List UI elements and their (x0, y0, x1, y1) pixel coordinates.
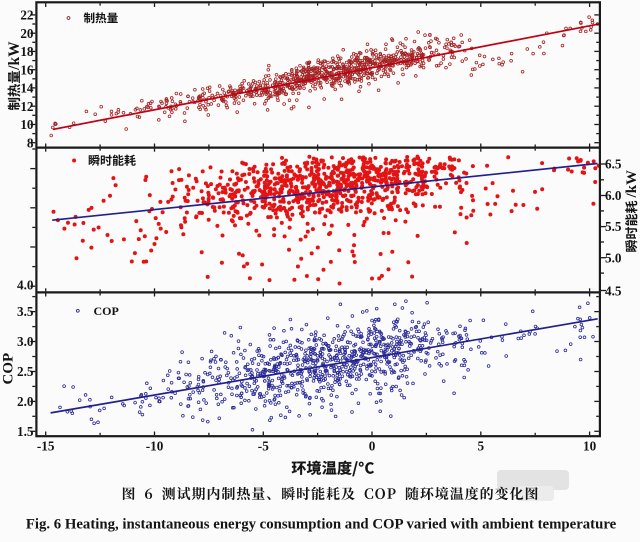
svg-text:4.5: 4.5 (605, 284, 622, 299)
svg-text:2.5: 2.5 (17, 364, 34, 379)
svg-text:-5: -5 (258, 438, 269, 453)
svg-text:5.0: 5.0 (605, 250, 622, 265)
svg-text:5: 5 (478, 438, 485, 453)
svg-text:-15: -15 (37, 438, 55, 453)
svg-text:1.5: 1.5 (17, 424, 34, 439)
svg-text:18: 18 (20, 44, 34, 59)
svg-text:2.0: 2.0 (17, 394, 34, 409)
svg-text:14: 14 (20, 81, 34, 96)
svg-text:/kW: /kW (6, 41, 23, 71)
svg-text:8: 8 (27, 135, 34, 150)
svg-text:22: 22 (20, 8, 34, 23)
svg-text:/kW: /kW (624, 170, 640, 199)
svg-text:10: 10 (20, 117, 34, 132)
svg-text:16: 16 (20, 62, 34, 77)
svg-text:COP: COP (94, 304, 119, 318)
svg-text:-10: -10 (146, 438, 164, 453)
svg-text:Fig. 6 Heating, instantaneous: Fig. 6 Heating, instantaneous energy con… (26, 517, 617, 533)
svg-text:3.0: 3.0 (17, 334, 34, 349)
svg-text:0: 0 (369, 438, 376, 453)
svg-text:6.5: 6.5 (605, 157, 622, 172)
svg-text:3.5: 3.5 (17, 304, 34, 319)
svg-text:5.5: 5.5 (605, 219, 622, 234)
svg-text:20: 20 (20, 26, 34, 41)
svg-text:6.0: 6.0 (605, 188, 622, 203)
svg-text:4.0: 4.0 (17, 278, 34, 293)
svg-text:10: 10 (583, 438, 597, 453)
svg-text:12: 12 (20, 99, 34, 114)
svg-text:COP: COP (1, 353, 17, 385)
